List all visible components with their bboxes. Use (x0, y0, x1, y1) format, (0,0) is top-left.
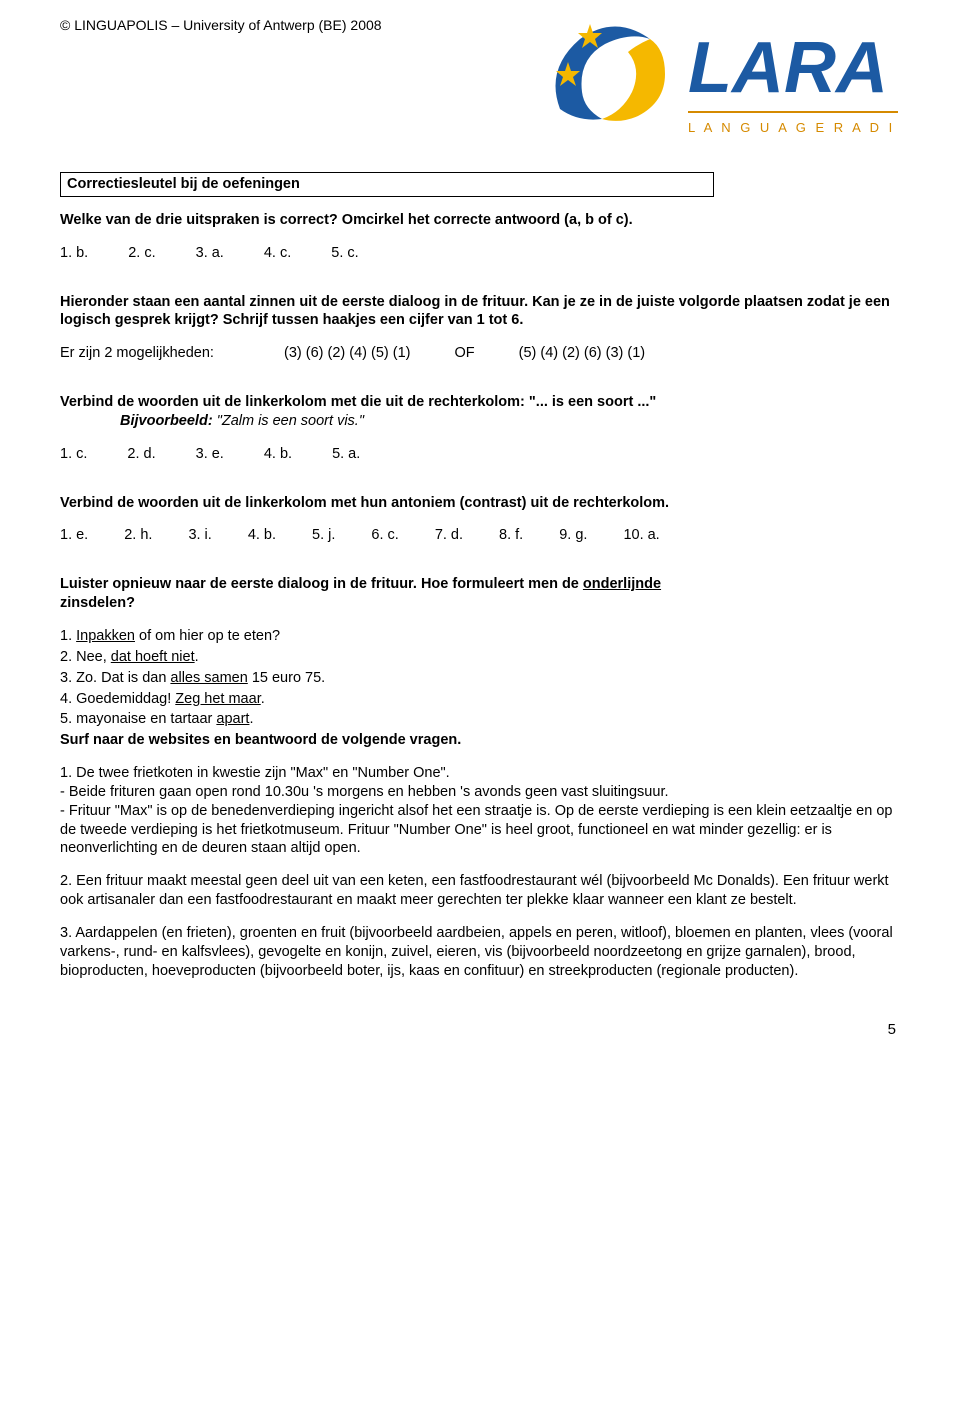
s4-question: Verbind de woorden uit de linkerkolom me… (60, 494, 900, 513)
s2-opt2: (5) (4) (2) (6) (3) (1) (519, 344, 645, 363)
s3-ans-3: 3. e. (196, 445, 224, 464)
lara-logo: LARA L A N G U A G E R A D I O (520, 14, 900, 144)
s4-answers: 1. e. 2. h. 3. i. 4. b. 5. j. 6. c. 7. d… (60, 526, 900, 545)
title-box: Correctiesleutel bij de oefeningen (60, 172, 714, 197)
s2-opt1: (3) (6) (2) (4) (5) (1) (284, 344, 410, 363)
s5-item-2: 2. Nee, dat hoeft niet. (60, 648, 900, 667)
s4-ans-4: 4. b. (248, 526, 276, 545)
s5-list: 1. Inpakken of om hier op te eten? 2. Ne… (60, 627, 900, 729)
s1-ans-3: 3. a. (196, 244, 224, 263)
s3-example-label: Bijvoorbeeld: (120, 413, 213, 429)
copyright-text: © LINGUAPOLIS – University of Antwerp (B… (60, 14, 382, 34)
s5-question-b: zinsdelen? (60, 595, 135, 611)
s3-block: Verbind de woorden uit de linkerkolom me… (60, 393, 900, 431)
s4-ans-2: 2. h. (124, 526, 152, 545)
s1-ans-4: 4. c. (264, 244, 291, 263)
s3-ans-2: 2. d. (127, 445, 155, 464)
s5-question: Luister opnieuw naar de eerste dialoog i… (60, 575, 900, 613)
logo-text: LARA (688, 28, 888, 108)
s3-question: Verbind de woorden uit de linkerkolom me… (60, 394, 656, 410)
s4-ans-9: 9. g. (559, 526, 587, 545)
s6-p3: 3. Aardappelen (en frieten), groenten en… (60, 924, 900, 981)
s5-item-1: 1. Inpakken of om hier op te eten? (60, 627, 900, 646)
s5-item-4: 4. Goedemiddag! Zeg het maar. (60, 690, 900, 709)
s4-ans-8: 8. f. (499, 526, 523, 545)
s6-p1c: - Frituur "Max" is op de benedenverdiepi… (60, 803, 892, 857)
s4-ans-5: 5. j. (312, 526, 335, 545)
s3-ans-4: 4. b. (264, 445, 292, 464)
s6-p2: 2. Een frituur maakt meestal geen deel u… (60, 872, 900, 910)
s3-ans-5: 5. a. (332, 445, 360, 464)
s4-ans-1: 1. e. (60, 526, 88, 545)
s3-ans-1: 1. c. (60, 445, 87, 464)
s1-ans-1: 1. b. (60, 244, 88, 263)
s4-ans-6: 6. c. (371, 526, 398, 545)
s2-options: Er zijn 2 mogelijkheden: (3) (6) (2) (4)… (60, 344, 900, 363)
s5-item-3: 3. Zo. Dat is dan alles samen 15 euro 75… (60, 669, 900, 688)
s6-question: Surf naar de websites en beantwoord de v… (60, 731, 900, 750)
s3-answers: 1. c. 2. d. 3. e. 4. b. 5. a. (60, 445, 900, 464)
s4-ans-10: 10. a. (623, 526, 659, 545)
page-number: 5 (60, 1020, 900, 1040)
s6-p1: 1. De twee frietkoten in kwestie zijn "M… (60, 764, 900, 858)
s1-ans-2: 2. c. (128, 244, 155, 263)
s6-p1b: - Beide frituren gaan open rond 10.30u '… (60, 784, 669, 800)
s2-middle: OF (454, 344, 474, 363)
s2-label: Er zijn 2 mogelijkheden: (60, 344, 240, 363)
s4-ans-7: 7. d. (435, 526, 463, 545)
s5-question-underline: onderlijnde (583, 576, 661, 592)
s1-question: Welke van de drie uitspraken is correct?… (60, 211, 900, 230)
s3-example-text: "Zalm is een soort vis." (217, 413, 364, 429)
s6-p1a: 1. De twee frietkoten in kwestie zijn "M… (60, 765, 450, 781)
s4-ans-3: 3. i. (188, 526, 211, 545)
s2-intro: Hieronder staan een aantal zinnen uit de… (60, 293, 900, 331)
s5-item-5: 5. mayonaise en tartaar apart. (60, 710, 900, 729)
s1-answers: 1. b. 2. c. 3. a. 4. c. 5. c. (60, 244, 900, 263)
s1-ans-5: 5. c. (331, 244, 358, 263)
logo-subtext: L A N G U A G E R A D I O (688, 120, 900, 135)
s5-question-a: Luister opnieuw naar de eerste dialoog i… (60, 576, 583, 592)
